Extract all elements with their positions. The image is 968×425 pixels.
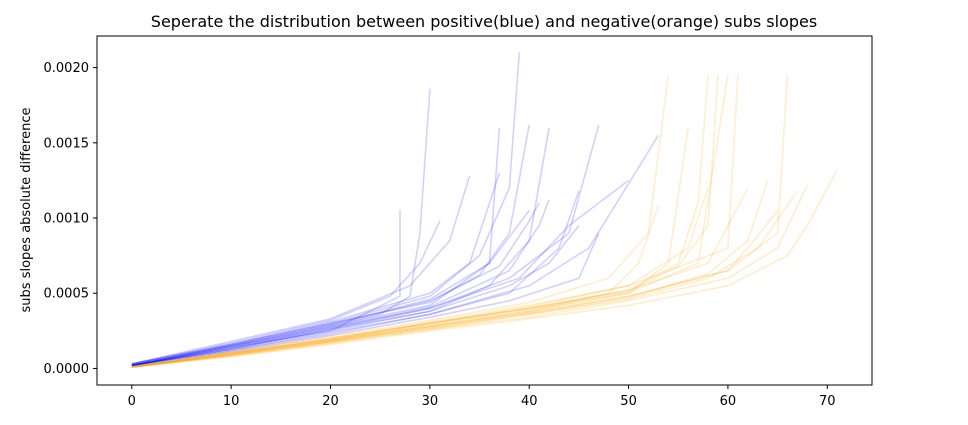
series-line-0 [131, 88, 431, 365]
series-line-11 [131, 175, 471, 365]
x-axis: 0 10 20 30 40 50 60 70 [128, 385, 836, 409]
series-line-13 [131, 199, 550, 367]
y-tick-label: 0.0010 [44, 212, 90, 227]
x-tick-label: 20 [322, 394, 339, 409]
series-line-6 [131, 190, 580, 367]
x-tick-label: 0 [128, 394, 136, 409]
x-tick-label: 70 [819, 394, 836, 409]
series-line-30 [131, 190, 799, 368]
series-line-22 [131, 75, 719, 368]
series-line-32 [131, 210, 779, 368]
series-line-8 [131, 225, 580, 367]
y-axis-label: subs slopes absolute difference [19, 108, 34, 313]
series-line-16 [131, 172, 501, 365]
y-tick-label: 0.0000 [44, 362, 90, 377]
series-line-10 [131, 220, 441, 365]
x-tick-label: 60 [720, 394, 737, 409]
y-tick-label: 0.0020 [44, 61, 90, 76]
series-line-20 [131, 127, 689, 368]
series-line-14 [131, 179, 630, 367]
x-tick-label: 40 [521, 394, 538, 409]
y-axis: 0.0000 0.0005 0.0010 0.0015 0.0020 [44, 61, 97, 377]
series-line-26 [131, 75, 670, 368]
series-line-2 [131, 52, 521, 367]
series-line-27 [131, 180, 769, 368]
series-line-29 [131, 187, 709, 368]
series-line-18 [131, 75, 709, 368]
series-line-1 [131, 210, 401, 367]
series-line-23 [131, 169, 838, 368]
y-tick-label: 0.0015 [44, 136, 90, 151]
series-line-9 [131, 232, 600, 367]
x-tick-label: 10 [223, 394, 240, 409]
series-line-17 [131, 202, 540, 367]
series-line-5 [131, 127, 550, 367]
x-tick-label: 50 [620, 394, 637, 409]
series-line-21 [131, 75, 739, 368]
series-line-12 [131, 210, 530, 367]
plot-frame [96, 35, 873, 386]
series-layer [131, 52, 838, 368]
chart-title: Seperate the distribution between positi… [151, 12, 817, 31]
series-line-25 [131, 205, 660, 368]
series-line-19 [131, 75, 789, 368]
series-line-3 [131, 127, 501, 367]
series-line-24 [131, 184, 809, 368]
series-line-7 [131, 124, 600, 367]
x-tick-label: 30 [422, 394, 439, 409]
series-line-15 [131, 134, 660, 367]
series-line-28 [131, 74, 729, 368]
series-line-31 [131, 187, 749, 368]
series-line-4 [131, 124, 530, 365]
y-tick-label: 0.0005 [44, 287, 90, 302]
